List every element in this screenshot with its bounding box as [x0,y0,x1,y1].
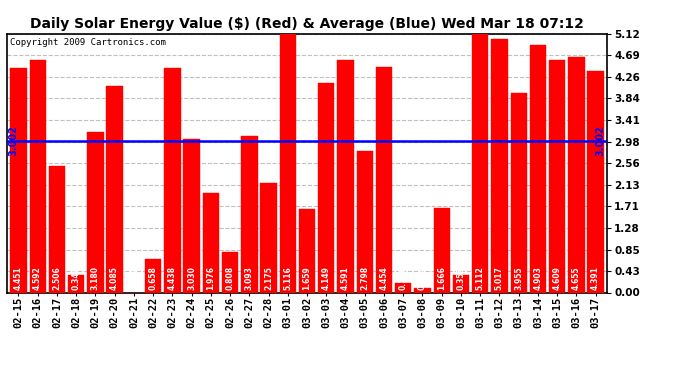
Bar [30,60,46,292]
Text: 4.591: 4.591 [341,267,350,291]
Bar [299,209,315,292]
Text: 4.609: 4.609 [553,267,562,291]
Text: 4.085: 4.085 [110,267,119,291]
Text: 3.002: 3.002 [9,125,19,156]
Text: 0.349: 0.349 [72,267,81,291]
Text: 3.030: 3.030 [187,267,196,291]
Bar [337,60,354,292]
Bar [511,93,527,292]
Bar [10,68,27,292]
Bar [68,275,84,292]
Text: 4.391: 4.391 [591,267,600,291]
Text: 5.112: 5.112 [475,267,484,291]
Bar [433,208,450,292]
Text: 2.175: 2.175 [264,267,273,291]
Text: 1.659: 1.659 [302,267,312,291]
Bar [587,70,604,292]
Text: 2.506: 2.506 [52,267,61,291]
Title: Daily Solar Energy Value ($) (Red) & Average (Blue) Wed Mar 18 07:12: Daily Solar Energy Value ($) (Red) & Ave… [30,17,584,31]
Text: 4.451: 4.451 [14,267,23,291]
Text: 2.798: 2.798 [360,266,369,291]
Bar [318,83,335,292]
Text: 1.976: 1.976 [206,267,215,291]
Bar [569,57,584,292]
Text: 4.438: 4.438 [168,267,177,291]
Text: 4.454: 4.454 [380,267,388,291]
Bar [453,274,469,292]
Bar [357,151,373,292]
Text: 4.655: 4.655 [572,267,581,291]
Text: 4.903: 4.903 [533,267,542,291]
Text: 4.149: 4.149 [322,267,331,291]
Bar [164,68,181,292]
Text: 3.002: 3.002 [595,125,605,156]
Bar [145,259,161,292]
Text: 4.592: 4.592 [33,267,42,291]
Text: 0.808: 0.808 [226,266,235,291]
Bar [184,140,200,292]
Bar [203,193,219,292]
Bar [395,283,411,292]
Bar [414,288,431,292]
Text: Copyright 2009 Cartronics.com: Copyright 2009 Cartronics.com [10,38,166,46]
Bar [491,39,508,292]
Text: 5.017: 5.017 [495,267,504,291]
Bar [530,45,546,292]
Text: 5.116: 5.116 [284,267,293,291]
Text: 0.000: 0.000 [130,267,139,291]
Bar [549,60,565,292]
Text: 0.084: 0.084 [418,267,427,291]
Text: 0.186: 0.186 [399,267,408,291]
Text: 3.955: 3.955 [514,267,523,291]
Bar [87,132,104,292]
Bar [472,34,489,292]
Bar [376,68,392,292]
Text: 3.180: 3.180 [91,267,100,291]
Text: 3.093: 3.093 [245,267,254,291]
Bar [222,252,238,292]
Bar [49,166,65,292]
Text: 0.658: 0.658 [148,267,157,291]
Bar [260,183,277,292]
Text: 1.666: 1.666 [437,267,446,291]
Bar [106,86,123,292]
Bar [241,136,257,292]
Text: 0.355: 0.355 [457,267,466,291]
Bar [279,34,296,292]
